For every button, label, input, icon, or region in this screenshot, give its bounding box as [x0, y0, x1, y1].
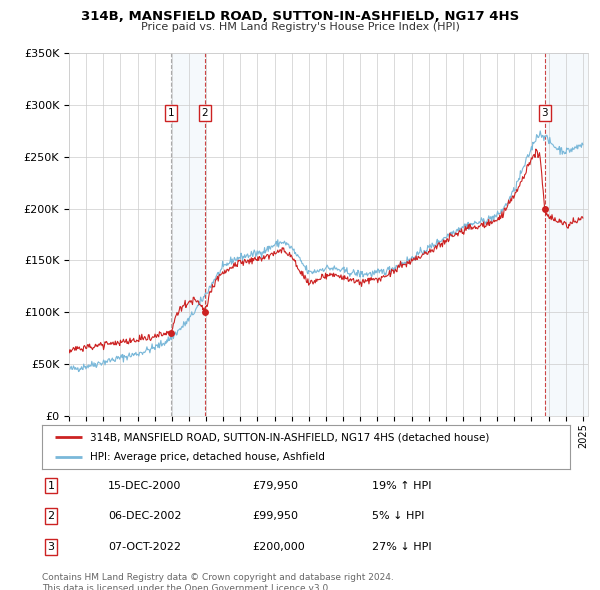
Text: 06-DEC-2002: 06-DEC-2002: [108, 512, 182, 521]
Text: 2: 2: [47, 512, 55, 521]
Text: 3: 3: [541, 108, 548, 118]
Text: 27% ↓ HPI: 27% ↓ HPI: [372, 542, 431, 552]
Text: Contains HM Land Registry data © Crown copyright and database right 2024.
This d: Contains HM Land Registry data © Crown c…: [42, 573, 394, 590]
Text: 5% ↓ HPI: 5% ↓ HPI: [372, 512, 424, 521]
Text: 1: 1: [47, 481, 55, 490]
Text: £200,000: £200,000: [252, 542, 305, 552]
Text: 3: 3: [47, 542, 55, 552]
Text: Price paid vs. HM Land Registry's House Price Index (HPI): Price paid vs. HM Land Registry's House …: [140, 22, 460, 32]
Text: £99,950: £99,950: [252, 512, 298, 521]
Bar: [171, 53, 205, 416]
Bar: [545, 53, 588, 416]
Text: 2: 2: [201, 108, 208, 118]
Text: 15-DEC-2000: 15-DEC-2000: [108, 481, 181, 490]
Text: 19% ↑ HPI: 19% ↑ HPI: [372, 481, 431, 490]
Text: HPI: Average price, detached house, Ashfield: HPI: Average price, detached house, Ashf…: [89, 452, 325, 461]
Text: 314B, MANSFIELD ROAD, SUTTON-IN-ASHFIELD, NG17 4HS (detached house): 314B, MANSFIELD ROAD, SUTTON-IN-ASHFIELD…: [89, 432, 489, 442]
Text: 07-OCT-2022: 07-OCT-2022: [108, 542, 181, 552]
Text: 1: 1: [168, 108, 175, 118]
Text: £79,950: £79,950: [252, 481, 298, 490]
Text: 314B, MANSFIELD ROAD, SUTTON-IN-ASHFIELD, NG17 4HS: 314B, MANSFIELD ROAD, SUTTON-IN-ASHFIELD…: [81, 10, 519, 23]
